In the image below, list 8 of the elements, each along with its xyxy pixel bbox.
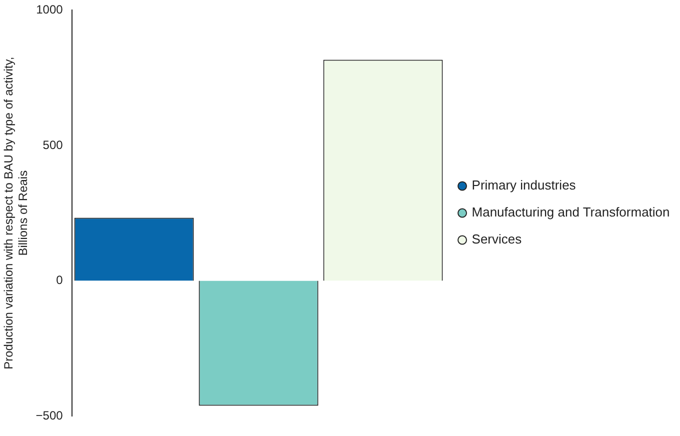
y-tick-label: −500	[36, 408, 64, 422]
y-tick-label: 0	[56, 273, 64, 288]
y-tick-label: 500	[42, 138, 64, 152]
y-axis-title: Production variation with respect to BAU by type of activity, Billions of Reais	[2, 56, 30, 370]
legend-label: Services	[472, 232, 522, 247]
legend-label: Manufacturing and Transformation	[472, 204, 670, 220]
legend-label: Primary industries	[472, 178, 576, 193]
y-tick-label: 1000	[36, 2, 64, 17]
